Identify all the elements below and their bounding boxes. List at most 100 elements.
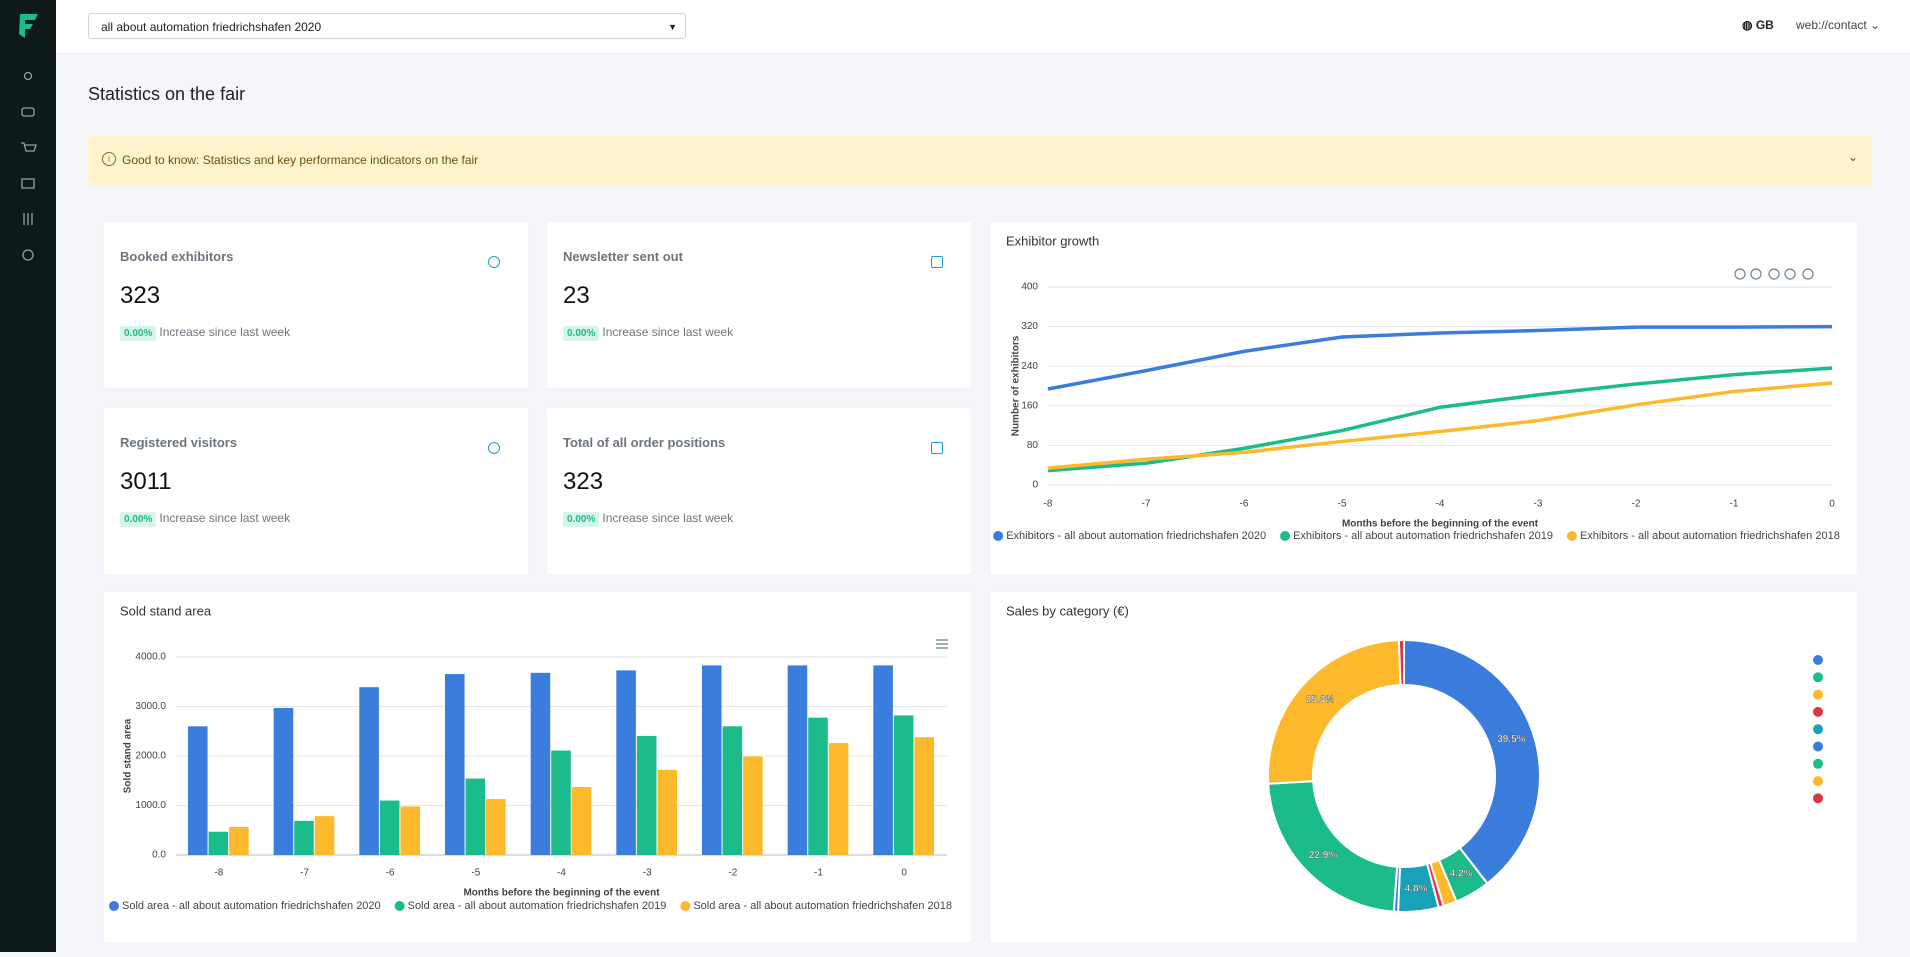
- kpi-badge: 0.00%: [120, 512, 157, 527]
- legend: Exhibitors - all about automation friedr…: [993, 530, 1840, 542]
- x-tick-label: -2: [728, 868, 737, 879]
- y-tick-label: 3000.0: [135, 701, 166, 712]
- donut-slice: [1403, 638, 1541, 885]
- kpi-value: 323: [120, 282, 161, 309]
- donut-slice: [1267, 780, 1399, 913]
- bar: [914, 737, 935, 855]
- kpi-icon: [488, 256, 500, 268]
- legend: Sold area - all about automation friedri…: [108, 900, 952, 912]
- legend-label: Sold area - all about automation friedri…: [408, 900, 667, 912]
- bar: [530, 672, 551, 855]
- event-select[interactable]: all about automation friedrichshafen 202…: [88, 13, 686, 39]
- bar: [314, 816, 335, 855]
- toolbar-button[interactable]: [1734, 268, 1746, 280]
- series-line: [1047, 324, 1833, 391]
- notice[interactable]: i Good to know: Statistics and key perfo…: [88, 136, 1872, 186]
- slice-label: 39.5%: [1497, 734, 1525, 745]
- bar: [208, 831, 229, 855]
- legend-marker: [1813, 672, 1823, 683]
- kpi-value: 3011: [120, 468, 172, 495]
- donut-chart: Sales by category (€) 39.5% 4.2% 4.8% 22.9% 2…: [1006, 603, 1823, 913]
- page-title: Statistics on the fair: [88, 84, 246, 104]
- nav-inbox[interactable]: [21, 107, 35, 117]
- language-text: GB: [1755, 18, 1774, 32]
- slice-label: 4.2%: [1450, 869, 1473, 880]
- bar: [359, 687, 379, 855]
- bar: [294, 820, 314, 855]
- toolbar-button[interactable]: [1802, 268, 1814, 280]
- bar: [379, 800, 400, 855]
- chart-title: Exhibitor growth: [1006, 233, 1099, 248]
- y-tick-label: 400: [1021, 282, 1038, 293]
- y-tick-label: 0: [1032, 480, 1038, 491]
- sold-area-card: Sold stand area Months before the beginni…: [104, 592, 971, 942]
- kpi-change: 0.00% Increase since last week: [563, 323, 733, 341]
- toolbar-button[interactable]: [1750, 268, 1762, 280]
- nav-mail[interactable]: [21, 178, 35, 189]
- language[interactable]: ◍ GB: [1742, 18, 1774, 32]
- bar: [636, 735, 657, 855]
- y-tick-label: 240: [1021, 361, 1038, 372]
- x-tick-label: -6: [386, 868, 395, 879]
- x-tick-label: -6: [1240, 499, 1249, 510]
- bar: [873, 665, 893, 855]
- info-icon: i: [102, 152, 116, 166]
- x-tick-label: -1: [1730, 499, 1739, 510]
- legend-label: Exhibitors - all about automation friedr…: [1006, 530, 1266, 542]
- kpi-value: 323: [563, 468, 604, 495]
- kpi-caption: Increase since last week: [602, 511, 734, 525]
- toolbar-button[interactable]: [1784, 268, 1796, 280]
- bar: [701, 665, 722, 855]
- bar: [486, 799, 506, 855]
- legend-marker: [1813, 776, 1823, 787]
- x-tick-label: 0: [901, 868, 907, 879]
- bar: [465, 778, 486, 855]
- x-tick-label: -7: [300, 868, 309, 879]
- y-axis-title: Number of exhibitors: [1011, 335, 1022, 436]
- bar: [273, 707, 294, 855]
- bar: [400, 806, 421, 855]
- toolbar-button[interactable]: [1768, 268, 1780, 280]
- legend-marker: [1813, 758, 1823, 769]
- x-tick-label: -4: [1436, 499, 1445, 510]
- kpi-badge: 0.00%: [120, 326, 157, 341]
- legend-marker: [1566, 531, 1577, 541]
- y-tick-label: 80: [1027, 440, 1039, 451]
- bar: [616, 670, 636, 855]
- chart-title: Sales by category (€): [1006, 603, 1129, 618]
- event-select-text: all about automation friedrichshafen 202…: [101, 20, 322, 34]
- nav-gear[interactable]: [22, 249, 34, 261]
- bar: [657, 769, 678, 855]
- x-tick-label: -2: [1632, 499, 1641, 510]
- chart-menu[interactable]: [936, 639, 948, 649]
- bar: [893, 715, 914, 855]
- kpi-icon: [931, 442, 943, 454]
- bar: [229, 827, 249, 855]
- legend-marker: [1280, 531, 1291, 541]
- chart-toolbar: [1734, 268, 1814, 280]
- donut-slice: [1267, 639, 1402, 785]
- legend-marker: [1813, 724, 1823, 735]
- series-line: [1047, 366, 1833, 473]
- bar: [828, 743, 849, 855]
- bar: [551, 750, 571, 855]
- kpi-label: Newsletter sent out: [563, 249, 683, 264]
- kpi-icon: [931, 256, 943, 268]
- y-tick-label: 160: [1021, 400, 1038, 411]
- kpi-card: Newsletter sent out 23 0.00% Increase since…: [547, 222, 971, 388]
- y-tick-label: 4000.0: [135, 652, 166, 663]
- legend-marker: [1813, 689, 1823, 700]
- slice-label: 4.8%: [1405, 883, 1428, 894]
- sales-category-card: Sales by category (€) 39.5% 4.2% 4.8% 22.9% 2…: [990, 592, 1857, 942]
- x-tick-label: -4: [557, 868, 566, 879]
- y-tick-label: 320: [1021, 321, 1038, 332]
- x-tick-label: -5: [471, 868, 480, 879]
- kpi-caption: Increase since last week: [159, 511, 291, 525]
- nav-contacts[interactable]: [23, 71, 33, 81]
- nav-settings-sliders[interactable]: [23, 213, 33, 225]
- notice-chevron: ⌄: [1847, 150, 1858, 164]
- kpi-caption: Increase since last week: [602, 325, 734, 339]
- user-menu[interactable]: web://contact ⌄: [1796, 18, 1881, 32]
- nav-cart[interactable]: [21, 142, 37, 152]
- exhibitor-growth-card: Exhibitor growth Months before the beginn…: [990, 222, 1857, 574]
